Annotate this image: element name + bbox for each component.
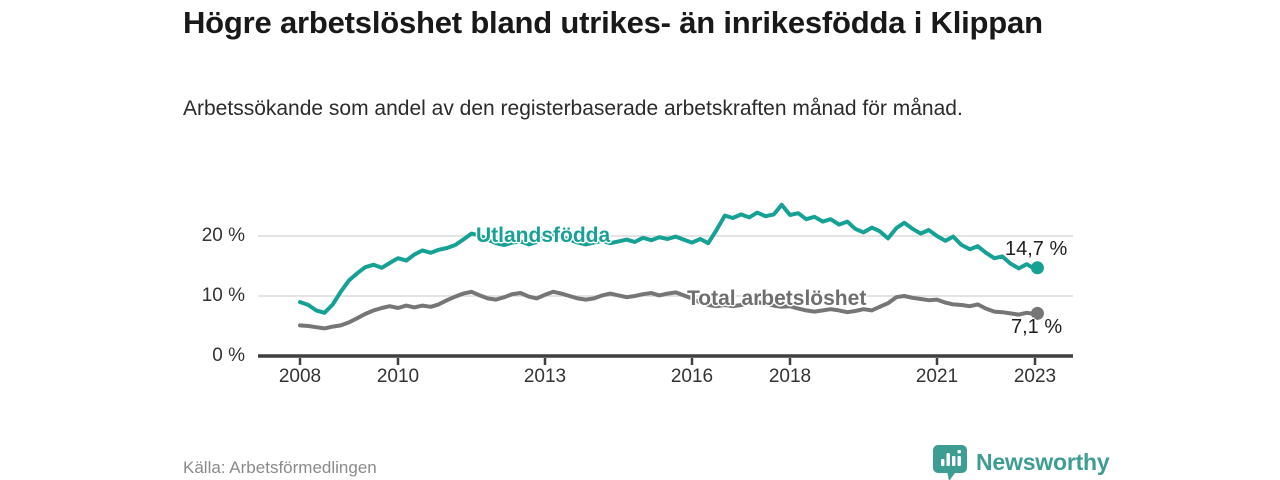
x-axis-tick-label: 2008 [278,366,322,387]
y-axis-tick-label: 0 % [212,345,245,366]
y-axis-tick-label: 20 % [201,225,245,246]
x-axis-tick-label: 2021 [915,366,959,387]
end-dot [1030,306,1044,320]
x-axis-tick-label: 2016 [670,366,714,387]
x-axis-tick-label: 2013 [523,366,567,387]
newsworthy-logo-icon [933,445,967,480]
end-dot [1030,261,1044,275]
newsworthy-logo: Newsworthy [933,444,1110,480]
y-axis-tick-label: 10 % [201,285,245,306]
source-note: Källa: Arbetsförmedlingen [183,458,377,477]
x-axis-tick-label: 2018 [768,366,812,387]
end-value-label-total: 7,1 % [1011,316,1063,338]
chart-title: Högre arbetslöshet bland utrikes- än inr… [183,5,1043,40]
chart-subtitle: Arbetssökande som andel av den registerb… [183,97,963,120]
line-total-arbetsl-shet [298,289,1040,331]
series-label-total-arbetsloshet: Total arbetslöshet [687,287,867,310]
newsworthy-logo-text: Newsworthy [976,448,1110,475]
line-utlandsf-dda [298,202,1040,315]
series-label-utlandsfodda: Utlandsfödda [476,224,611,247]
x-axis-tick-label: 2010 [376,366,420,387]
end-value-label-utlandsfodda: 14,7 % [1005,238,1068,260]
x-axis-tick-label: 2023 [1013,366,1057,387]
